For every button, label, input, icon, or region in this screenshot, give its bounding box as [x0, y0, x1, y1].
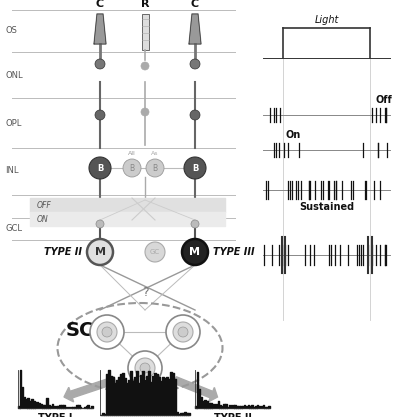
Circle shape [191, 220, 199, 228]
Text: OS: OS [5, 25, 17, 35]
Text: M: M [190, 247, 201, 257]
Circle shape [190, 110, 200, 120]
Text: GCL: GCL [5, 224, 22, 233]
Bar [141, 14, 149, 50]
Text: ONL: ONL [5, 70, 23, 80]
Text: GC: GC [150, 249, 160, 255]
Text: TYPE II: TYPE II [214, 413, 252, 417]
Circle shape [178, 327, 188, 337]
Circle shape [166, 315, 200, 349]
Text: TYPE I: TYPE I [38, 413, 73, 417]
Text: TYPE III: TYPE III [213, 247, 255, 257]
Text: All: All [128, 151, 136, 156]
Text: ON: ON [37, 214, 49, 224]
Circle shape [95, 59, 105, 69]
Text: OPL: OPL [5, 118, 21, 128]
Text: M: M [94, 247, 105, 257]
Polygon shape [189, 14, 201, 44]
Circle shape [135, 358, 155, 378]
Circle shape [97, 322, 117, 342]
FancyArrow shape [64, 377, 116, 402]
Text: Light: Light [314, 15, 339, 25]
Circle shape [90, 315, 124, 349]
FancyArrow shape [136, 390, 154, 407]
Text: As: As [151, 151, 159, 156]
Circle shape [146, 159, 164, 177]
Circle shape [140, 363, 150, 373]
Text: INL: INL [5, 166, 19, 174]
Text: B: B [152, 163, 158, 173]
Circle shape [145, 242, 165, 262]
Circle shape [89, 157, 111, 179]
Text: B: B [130, 163, 135, 173]
Circle shape [184, 157, 206, 179]
Circle shape [128, 351, 162, 385]
Circle shape [96, 220, 104, 228]
Text: R: R [141, 0, 149, 9]
Circle shape [141, 108, 149, 116]
Text: Off: Off [375, 95, 392, 105]
Text: B: B [192, 163, 198, 173]
Circle shape [190, 59, 200, 69]
Circle shape [182, 239, 208, 265]
Circle shape [87, 239, 113, 265]
Circle shape [123, 159, 141, 177]
FancyArrow shape [174, 377, 218, 402]
Circle shape [173, 322, 193, 342]
Text: SCN: SCN [66, 321, 110, 339]
Polygon shape [94, 14, 106, 44]
Text: OFF: OFF [37, 201, 52, 209]
Text: ?: ? [142, 286, 148, 299]
Circle shape [102, 327, 112, 337]
Text: C: C [191, 0, 199, 9]
Circle shape [141, 62, 149, 70]
Text: On: On [286, 130, 301, 140]
Text: Sustained: Sustained [299, 202, 354, 212]
Text: TYPE II: TYPE II [44, 247, 82, 257]
Text: C: C [96, 0, 104, 9]
Circle shape [95, 110, 105, 120]
Text: B: B [97, 163, 103, 173]
